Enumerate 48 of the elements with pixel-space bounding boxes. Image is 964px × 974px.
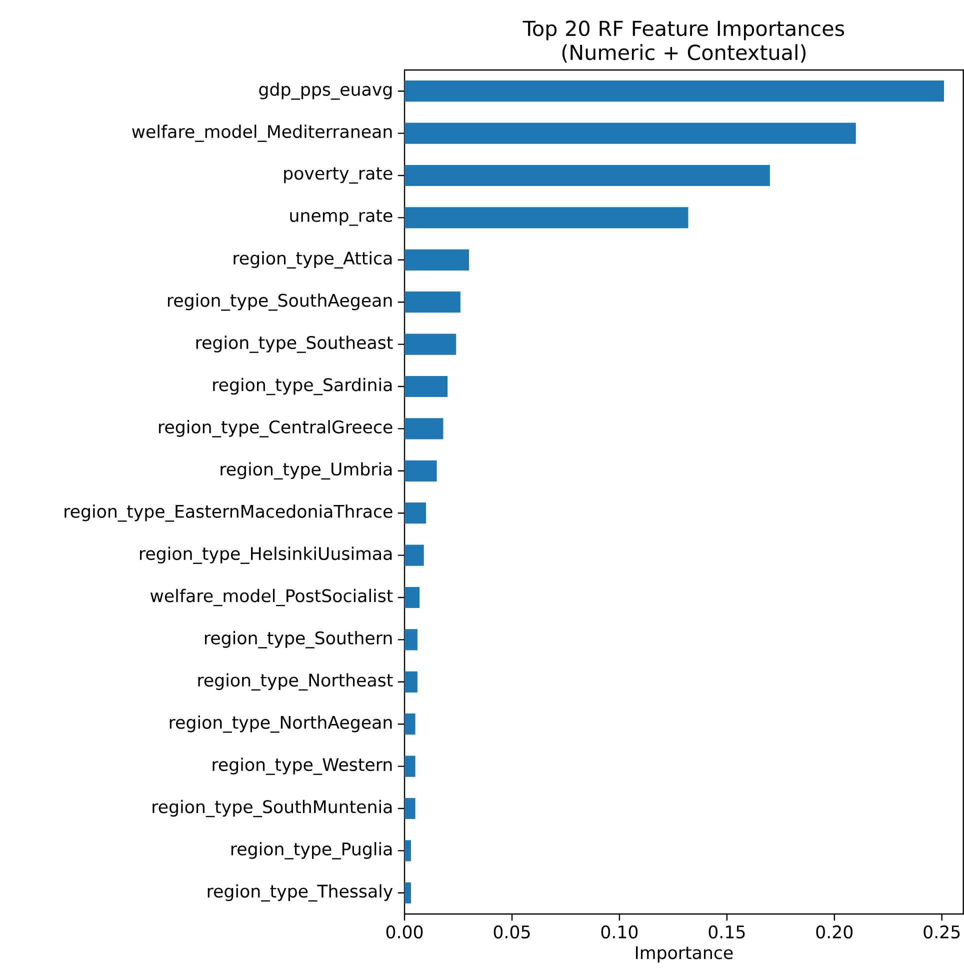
- x-tick-label: 0.25: [924, 925, 960, 938]
- y-tick-label: region_type_Southern: [205, 631, 392, 648]
- y-tick-label: region_type_SouthAegean: [168, 293, 392, 311]
- bar: [404, 207, 688, 228]
- bar: [404, 798, 416, 820]
- y-tick-label: region_type_Thessaly: [208, 884, 393, 902]
- x-tick-label: 0.20: [816, 925, 853, 938]
- bar: [404, 586, 420, 608]
- y-tick-label: region_type_SouthMuntenia: [152, 800, 392, 818]
- bar: [404, 292, 460, 313]
- x-tick-label: 0.05: [494, 925, 530, 938]
- bar: [404, 164, 770, 186]
- bar: [404, 882, 411, 904]
- x-tick-label: 0.10: [601, 925, 638, 938]
- bar: [404, 418, 444, 440]
- y-tick-label: region_type_Southeast: [196, 336, 393, 353]
- bar: [404, 544, 424, 566]
- y-tick-label: region_type_NorthAegean: [170, 715, 392, 733]
- bar: [404, 629, 418, 650]
- bar: [404, 334, 456, 355]
- y-tick-label: unemp_rate: [290, 210, 392, 226]
- y-tick-label: region_type_EasternMacedoniaThrace: [64, 504, 392, 522]
- x-tick-label: 0.00: [386, 925, 423, 938]
- x-axis-title: Importance: [636, 946, 733, 963]
- y-tick-label: welfare_model_PostSocialist: [150, 588, 393, 606]
- y-tick-label: region_type_HelsinkiUusimaa: [140, 546, 392, 564]
- bar: [404, 460, 437, 482]
- y-tick-label: region_type_Sardinia: [213, 378, 392, 396]
- y-tick-label: region_type_CentralGreece: [159, 420, 392, 438]
- bar: [404, 756, 416, 777]
- y-tick-label: region_type_Attica: [234, 251, 392, 269]
- bar: [404, 502, 426, 524]
- bar: [404, 249, 470, 270]
- bar: [404, 376, 448, 398]
- y-tick-label: welfare_model_Mediterranean: [132, 124, 392, 142]
- chart-title: Top 20 RF Feature Importances (Numeric + Contextual): [522, 20, 844, 63]
- bar: [404, 122, 856, 144]
- x-tick-label: 0.15: [708, 925, 745, 938]
- y-tick-label: region_type_Northeast: [198, 673, 393, 691]
- y-tick-label: region_type_Western: [212, 758, 392, 775]
- y-tick-label: poverty_rate: [284, 167, 392, 184]
- bar: [404, 714, 416, 735]
- y-tick-label: region_type_Puglia: [231, 842, 392, 860]
- y-tick-label: region_type_Umbria: [220, 462, 392, 480]
- bar: [404, 671, 418, 692]
- y-tick-label: gdp_pps_euavg: [259, 82, 392, 100]
- bar: [404, 840, 411, 862]
- bar: [404, 80, 944, 102]
